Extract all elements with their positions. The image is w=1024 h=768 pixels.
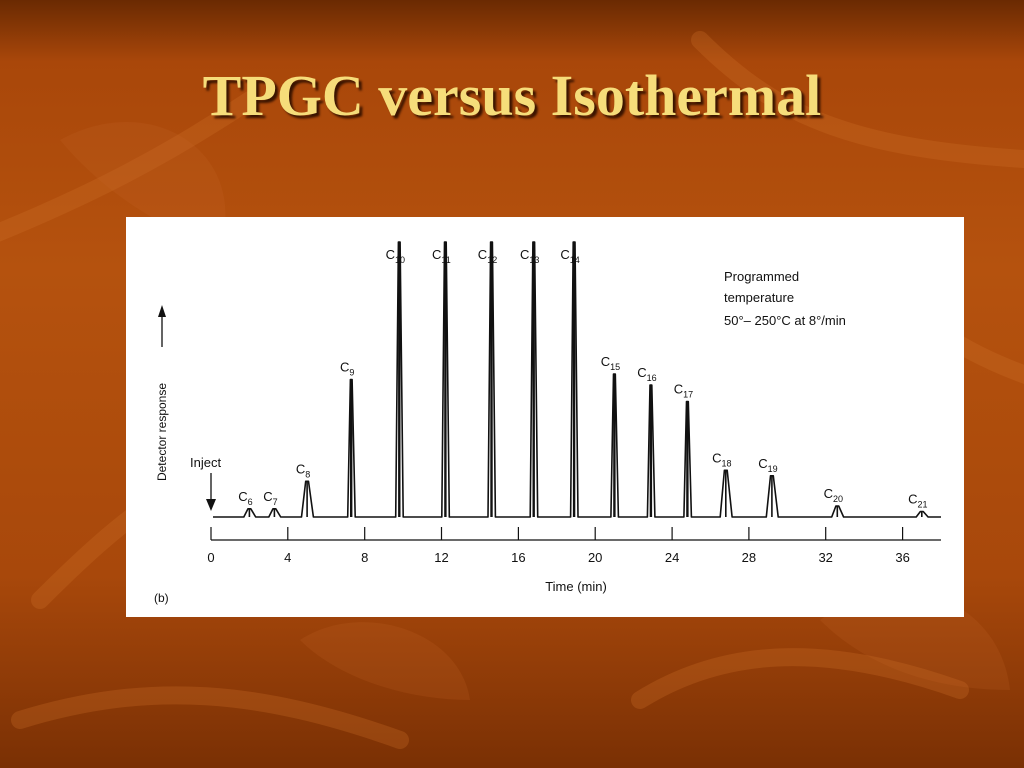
x-tick-label-12: 12 (434, 550, 448, 565)
y-axis-label: Detector response (155, 383, 169, 481)
x-tick-label-24: 24 (665, 550, 679, 565)
x-tick-label-32: 32 (818, 550, 832, 565)
peak-label-c17: C17 (674, 382, 693, 400)
y-axis-label-group: Detector response (155, 305, 169, 481)
chromatogram-chart: Detector response Inject Programmed temp… (154, 241, 941, 605)
peak-label-c18: C18 (712, 450, 731, 468)
annotation-line-2: temperature (724, 290, 794, 305)
peak-label-c16: C16 (637, 365, 656, 383)
peak-label-c15: C15 (601, 354, 620, 372)
peak-label-c12: C12 (478, 247, 497, 265)
peak-label-layer: C6 C7 C8 C9 C10 C11 C12 C13 C14 C15 C16 C17 C18 C19 C2… (238, 247, 927, 510)
slide-title: TPGC versus Isothermal (202, 63, 822, 128)
x-axis-label: Time (min) (545, 579, 607, 594)
panel-label: (b) (154, 591, 169, 605)
peak-label-c19: C19 (758, 456, 777, 474)
x-tick-label-0: 0 (207, 550, 214, 565)
chromatogram-trace (213, 241, 941, 518)
inject-arrow-head (206, 499, 216, 511)
peak-label-c10: C10 (386, 247, 405, 265)
x-tick-label-36: 36 (895, 550, 909, 565)
x-tick-label-4: 4 (284, 550, 291, 565)
annotation-line-1: Programmed (724, 269, 799, 284)
x-tick-layer: 0 4 8 12 16 20 24 28 32 36 (207, 527, 910, 565)
inject-label: Inject (190, 455, 221, 470)
peak-label-c20: C20 (824, 486, 843, 504)
peak-label-c7: C7 (263, 489, 277, 507)
peak-label-c6: C6 (238, 489, 252, 507)
trace-layer (213, 241, 941, 518)
y-axis-arrow-head (158, 305, 166, 317)
peak-label-c11: C11 (432, 247, 451, 265)
peak-label-c21: C21 (908, 492, 927, 510)
annotation-line-3: 50°– 250°C at 8°/min (724, 313, 846, 328)
x-tick-label-20: 20 (588, 550, 602, 565)
x-tick-label-8: 8 (361, 550, 368, 565)
x-tick-label-28: 28 (742, 550, 756, 565)
chromatogram-figure: Detector response Inject Programmed temp… (126, 217, 964, 617)
peak-label-c8: C8 (296, 461, 310, 479)
peak-label-c14: C14 (560, 247, 579, 265)
x-tick-label-16: 16 (511, 550, 525, 565)
peak-label-c9: C9 (340, 360, 354, 378)
peak-label-c13: C13 (520, 247, 539, 265)
